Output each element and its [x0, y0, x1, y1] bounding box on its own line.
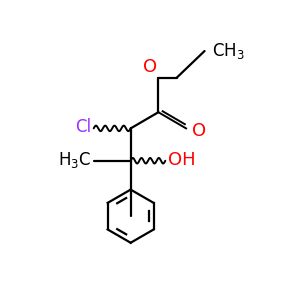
Text: H$_3$C: H$_3$C	[58, 150, 92, 169]
Text: O: O	[143, 58, 157, 76]
Text: CH$_3$: CH$_3$	[212, 41, 244, 61]
Text: Cl: Cl	[75, 118, 92, 136]
Text: O: O	[192, 122, 206, 140]
Text: OH: OH	[168, 151, 195, 169]
